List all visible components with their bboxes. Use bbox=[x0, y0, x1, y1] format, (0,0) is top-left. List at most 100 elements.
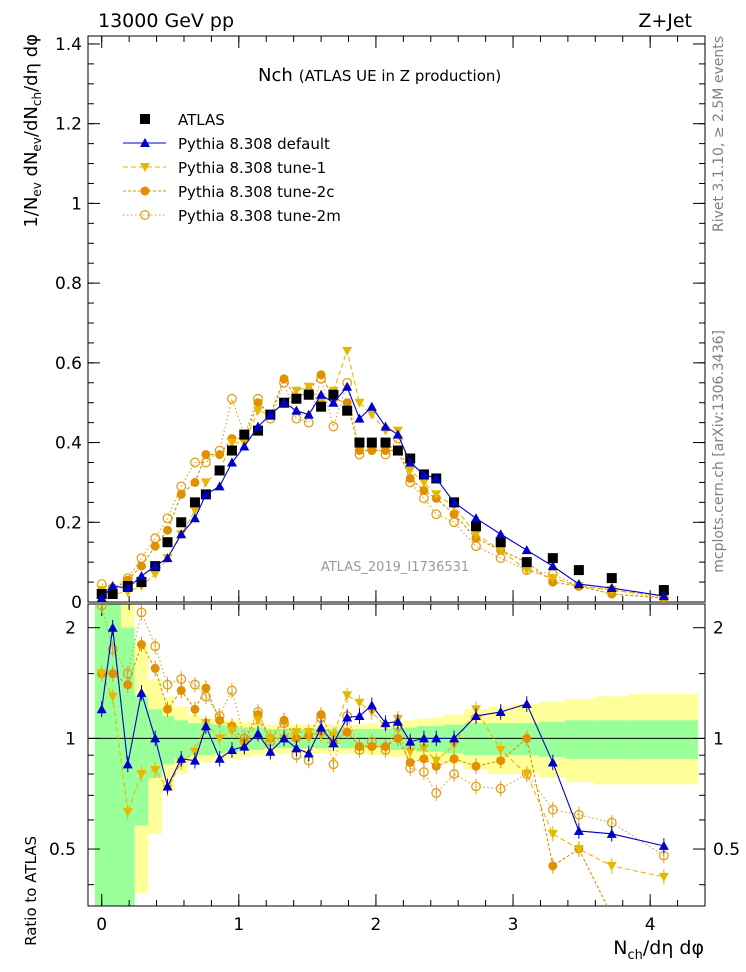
ratio-data-point bbox=[123, 680, 133, 690]
ratio-data-point bbox=[136, 607, 147, 618]
legend-label: Pythia 8.308 tune-2c bbox=[178, 183, 334, 201]
main-data-point bbox=[303, 409, 314, 419]
main-data-point bbox=[189, 457, 200, 468]
ratio-inner-band-bin bbox=[463, 723, 489, 756]
ratio-y-axis-title: Ratio to ATLAS bbox=[22, 836, 40, 946]
main-data-point bbox=[279, 397, 290, 407]
ratio-data-point bbox=[547, 804, 558, 815]
main-data-point bbox=[449, 497, 460, 507]
legend-marker bbox=[140, 138, 150, 147]
ratio-inner-band-bin bbox=[134, 696, 149, 826]
main-data-point bbox=[136, 561, 146, 571]
ratio-data-point bbox=[253, 728, 264, 738]
ratio-data-point bbox=[548, 861, 558, 871]
main-data-point bbox=[380, 421, 391, 431]
main-data-point bbox=[573, 565, 584, 576]
main-data-point bbox=[303, 417, 314, 428]
ratio-data-point bbox=[162, 781, 173, 791]
main-data-point bbox=[495, 537, 506, 548]
legend-marker bbox=[140, 114, 150, 124]
ratio-data-point bbox=[449, 769, 460, 779]
main-data-point bbox=[521, 566, 532, 576]
ratio-data-point bbox=[122, 759, 133, 769]
main-data-point bbox=[328, 421, 339, 432]
ratio-data-point bbox=[122, 808, 133, 818]
ratio-data-point bbox=[279, 715, 289, 725]
ratio-data-point bbox=[606, 828, 617, 838]
main-data-point bbox=[392, 429, 403, 439]
legend: ATLAS Pythia 8.308 default Pythia 8.308 tu… bbox=[123, 111, 341, 225]
main-data-point bbox=[547, 574, 558, 584]
ratio-data-point bbox=[150, 641, 161, 652]
main-data-point bbox=[291, 405, 302, 415]
legend-label: Pythia 8.308 tune-2m bbox=[178, 207, 341, 225]
ratio-data-point bbox=[431, 733, 442, 743]
main-series-pythia-8-308-default bbox=[96, 381, 669, 602]
main-data-point bbox=[328, 389, 339, 400]
main-data-point bbox=[163, 525, 173, 535]
main-data-point bbox=[107, 589, 118, 600]
main-data-point bbox=[136, 577, 147, 588]
main-data-point bbox=[176, 529, 187, 539]
main-data-point bbox=[96, 593, 107, 602]
legend-marker bbox=[140, 163, 150, 172]
ratio-inner-band-bin bbox=[94, 604, 121, 906]
ratio-data-point bbox=[226, 744, 237, 754]
main-series-line bbox=[101, 373, 664, 599]
ratio-uncertainty-bands bbox=[94, 604, 699, 906]
main-data-point bbox=[547, 561, 558, 571]
ratio-data-point bbox=[214, 734, 225, 744]
main-data-point bbox=[200, 489, 211, 499]
main-data-point bbox=[226, 457, 237, 467]
main-data-point bbox=[291, 413, 302, 424]
ratio-data-point bbox=[150, 766, 161, 776]
ratio-data-point bbox=[190, 704, 200, 714]
main-data-point bbox=[176, 517, 187, 528]
x-axis-title: Nch/dη dφ bbox=[613, 937, 704, 963]
main-data-point bbox=[405, 473, 415, 483]
main-data-point bbox=[316, 370, 326, 380]
ratio-data-point bbox=[522, 733, 532, 743]
ratio-series-pythia-8-308-default bbox=[96, 619, 669, 854]
main-data-point bbox=[190, 477, 200, 487]
legend-label: ATLAS bbox=[178, 111, 225, 129]
legend-entry-pythia-8-308-tune-1: Pythia 8.308 tune-1 bbox=[123, 159, 326, 177]
main-data-point bbox=[392, 445, 403, 456]
main-data-point bbox=[136, 571, 147, 581]
ratio-data-point bbox=[107, 692, 118, 702]
ratio-data-point bbox=[367, 742, 377, 752]
ratio-data-point bbox=[521, 770, 532, 780]
main-data-point bbox=[316, 401, 327, 412]
main-data-point bbox=[107, 581, 118, 591]
ratio-data-point bbox=[496, 756, 506, 766]
main-data-point bbox=[354, 398, 365, 408]
main-y-tick-label: 0 bbox=[71, 593, 82, 613]
main-data-point bbox=[449, 509, 459, 519]
ratio-data-point bbox=[227, 685, 237, 696]
main-y-tick-label: 1.2 bbox=[55, 115, 82, 135]
ratio-inner-band-bin bbox=[225, 726, 239, 752]
main-data-point bbox=[658, 585, 669, 596]
main-data-point bbox=[342, 398, 352, 408]
main-data-point bbox=[342, 381, 353, 391]
ratio-inner-band-bin bbox=[565, 720, 594, 759]
main-data-point bbox=[239, 429, 250, 440]
main-data-point bbox=[189, 497, 200, 508]
ratio-data-point bbox=[392, 716, 403, 726]
ratio-data-point bbox=[431, 788, 442, 799]
legend-entry-atlas: ATLAS bbox=[140, 111, 225, 129]
ratio-data-point bbox=[163, 704, 173, 714]
ratio-data-point bbox=[189, 747, 200, 757]
ratio-data-point bbox=[380, 718, 391, 728]
ratio-data-point bbox=[96, 669, 107, 679]
ratio-data-point bbox=[521, 699, 532, 709]
ratio-data-point bbox=[328, 738, 339, 748]
main-data-point bbox=[471, 513, 482, 523]
ratio-data-point bbox=[136, 770, 147, 780]
main-data-point bbox=[279, 374, 289, 384]
ratio-data-point bbox=[291, 728, 302, 738]
ratio-data-point bbox=[547, 757, 558, 767]
main-data-point bbox=[226, 445, 237, 456]
ratio-inner-band-bin bbox=[629, 720, 699, 759]
